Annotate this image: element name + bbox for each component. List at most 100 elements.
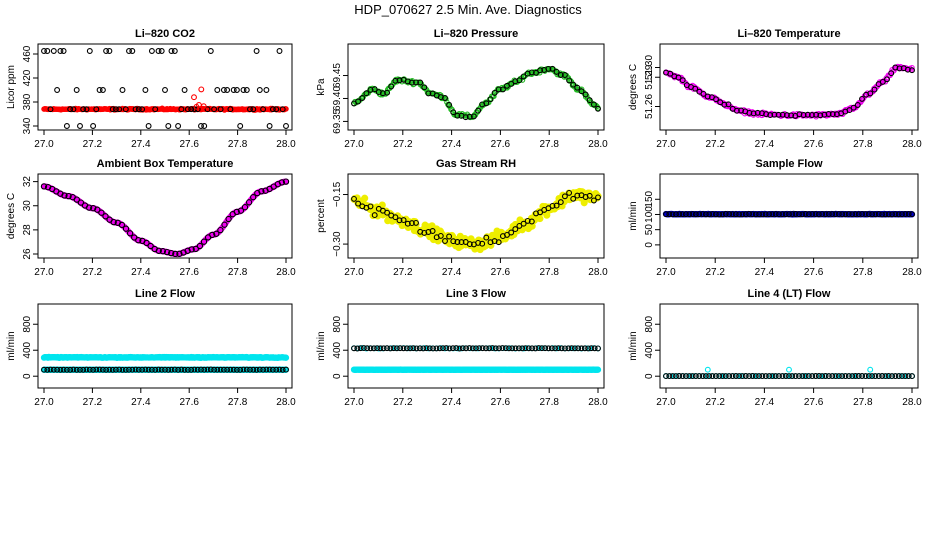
panel-title: Gas Stream RH (436, 158, 516, 170)
x-tick-label: 27.2 (83, 267, 103, 278)
data-point (557, 199, 564, 206)
data-point (122, 106, 129, 113)
data-point (725, 101, 732, 108)
panel-title: Li–820 CO2 (135, 28, 195, 40)
data-point (145, 123, 152, 129)
data-point (800, 112, 807, 118)
data-point (132, 106, 139, 113)
y-tick-label: 400 (332, 341, 343, 358)
data-point (421, 84, 428, 91)
data-point (258, 188, 265, 195)
data-point (198, 123, 204, 129)
data-point (83, 106, 90, 113)
data-point (520, 220, 527, 227)
x-tick-label: 27.2 (705, 397, 725, 408)
data-point (466, 113, 473, 120)
y-tick-label: 460 (22, 45, 33, 62)
x-tick-label: 28.0 (276, 267, 296, 278)
data-point (854, 102, 861, 108)
y-tick-label: 51.29 (644, 64, 655, 89)
y-axis-label: kPa (316, 78, 327, 96)
data-point (85, 204, 93, 211)
data-point (116, 106, 123, 113)
y-tick-label: 32 (22, 176, 33, 188)
data-point (201, 123, 208, 129)
data-point (536, 215, 544, 223)
series-averages (351, 189, 601, 248)
data-point (217, 106, 224, 113)
data-point (139, 106, 146, 113)
y-tick-label: 420 (22, 69, 33, 86)
data-point (192, 245, 199, 253)
series-averages (41, 48, 289, 129)
x-tick-label: 27.2 (705, 267, 725, 278)
y-tick-label: 380 (22, 93, 33, 110)
data-point (103, 48, 110, 54)
data-point (90, 205, 97, 212)
y-tick-label: 69.45 (332, 63, 343, 88)
x-tick-label: 27.8 (228, 139, 248, 150)
data-point (227, 106, 234, 113)
data-point (508, 229, 515, 236)
panel-title: Li–820 Temperature (737, 28, 840, 40)
data-point (675, 74, 682, 81)
y-tick-label: 0 (332, 373, 343, 379)
data-point (775, 111, 782, 118)
data-point (109, 106, 116, 113)
panel-2: Li–820 Pressure 27.0 27.2 27.4 27.6 27.8 28.0 6… (316, 28, 608, 150)
data-point (250, 194, 257, 201)
data-point (165, 123, 172, 129)
data-point (408, 79, 415, 86)
data-point (808, 112, 815, 118)
data-point (90, 123, 97, 129)
data-point (779, 111, 786, 118)
data-point (574, 84, 581, 91)
x-tick-label: 27.6 (179, 397, 199, 408)
panel-title: Li–820 Pressure (434, 28, 518, 40)
plot-frame (37, 173, 293, 259)
data-point (220, 87, 227, 93)
data-point (667, 70, 674, 77)
data-point (442, 95, 448, 101)
panel-6: Sample Flow 27.0 27.2 27.4 27.6 27.8 28.0 0 5010… (628, 158, 922, 278)
data-point (96, 87, 103, 93)
data-point (871, 86, 878, 93)
x-tick-label: 27.0 (34, 397, 54, 408)
data-point (269, 106, 276, 113)
data-point (884, 76, 890, 83)
data-point (713, 96, 719, 103)
data-point (446, 101, 453, 108)
data-point (221, 221, 228, 228)
data-point (388, 83, 395, 90)
data-point (384, 89, 391, 96)
data-point (135, 237, 142, 244)
data-point (211, 106, 218, 113)
data-point (207, 48, 214, 54)
data-point (371, 212, 378, 219)
data-point (65, 192, 72, 200)
y-tick-label: 69.40 (332, 86, 343, 111)
data-point (80, 106, 87, 113)
y-axis-label: ml/min (628, 201, 639, 230)
plot-frame (347, 43, 605, 131)
data-point (50, 48, 57, 54)
data-point (209, 231, 216, 239)
data-point (483, 234, 490, 241)
data-point (224, 87, 231, 93)
data-point (462, 114, 469, 121)
data-point (454, 112, 461, 119)
data-point (233, 208, 240, 216)
y-axis-label: percent (316, 199, 327, 233)
data-point (243, 87, 250, 93)
data-point (786, 366, 792, 373)
panel-title: Sample Flow (755, 158, 823, 170)
data-point (425, 90, 432, 97)
data-point (829, 111, 836, 118)
data-point (355, 98, 362, 105)
x-tick-label: 27.0 (656, 397, 676, 408)
data-point (458, 239, 465, 246)
series-low (350, 366, 602, 374)
data-point (533, 69, 539, 76)
data-point (545, 65, 552, 72)
panel-title: Line 4 (LT) Flow (748, 288, 831, 300)
